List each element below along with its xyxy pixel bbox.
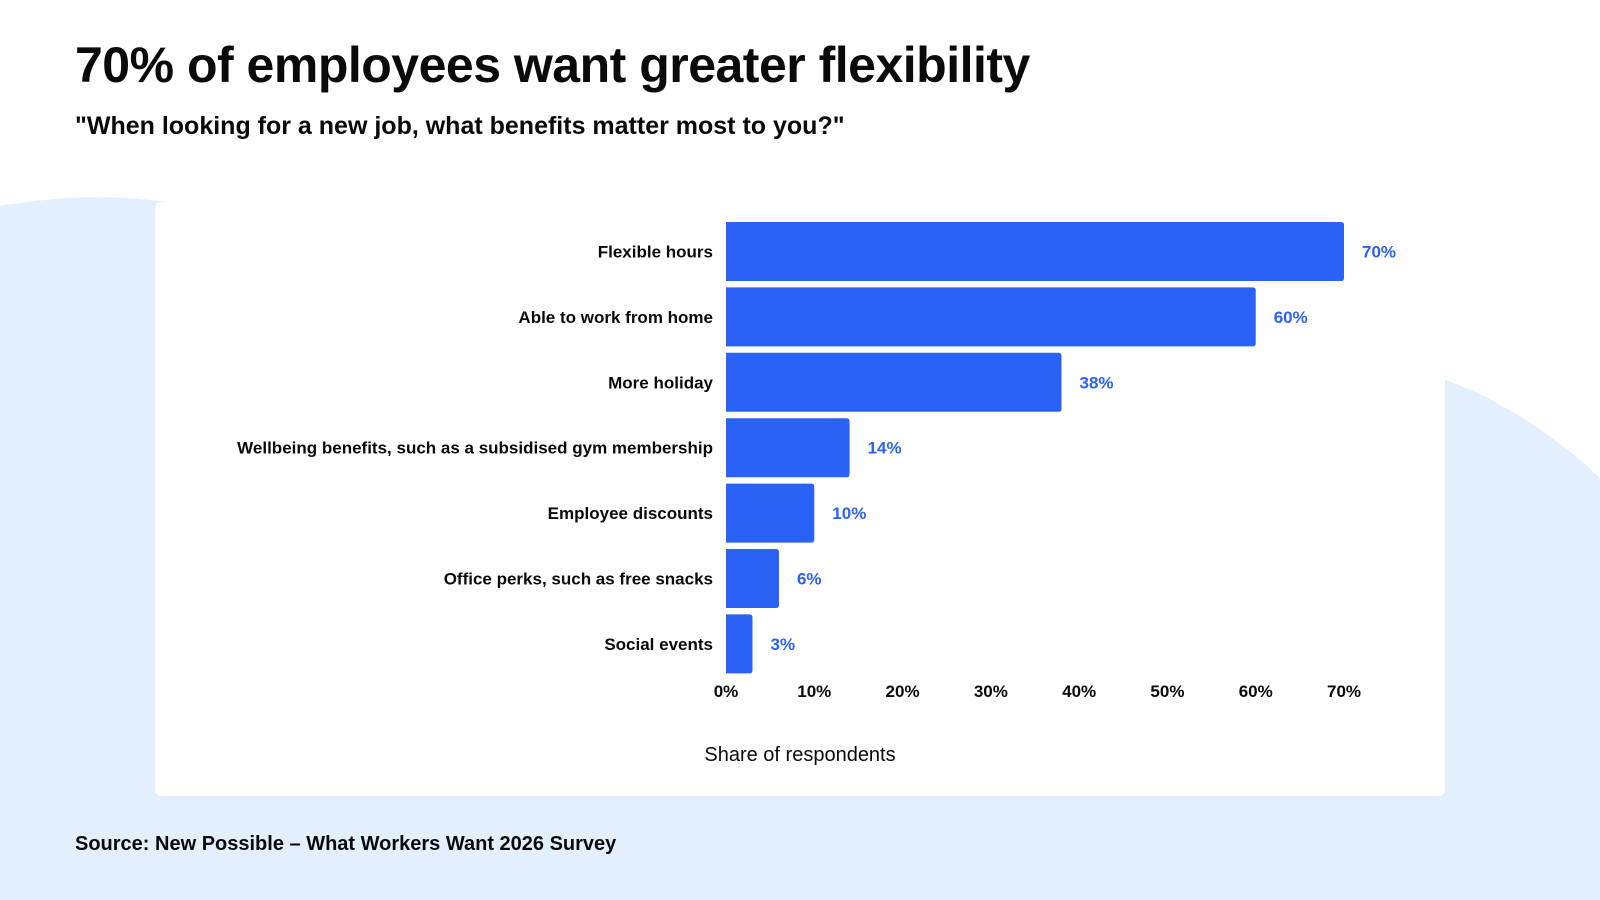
- category-label: Social events: [604, 635, 713, 654]
- source-note: Source: New Possible – What Workers Want…: [75, 833, 617, 855]
- category-label: Able to work from home: [518, 308, 713, 327]
- x-axis-label: Share of respondents: [704, 744, 895, 766]
- x-tick-label: 60%: [1239, 682, 1273, 701]
- x-tick-label: 20%: [886, 682, 920, 701]
- x-tick-label: 50%: [1150, 682, 1184, 701]
- category-label: Flexible hours: [598, 243, 713, 262]
- value-label: 38%: [1079, 373, 1113, 392]
- x-tick-label: 40%: [1062, 682, 1096, 701]
- chart-title: 70% of employees want greater flexibilit…: [75, 37, 1030, 93]
- category-label: Office perks, such as free snacks: [444, 570, 713, 589]
- bar: [726, 352, 1062, 412]
- value-label: 3%: [770, 635, 795, 654]
- x-tick-label: 70%: [1327, 682, 1361, 701]
- bar: [726, 483, 815, 543]
- bar: [726, 222, 1344, 281]
- value-label: 10%: [832, 504, 866, 523]
- bar: [726, 418, 850, 478]
- value-label: 14%: [868, 439, 902, 458]
- bar: [726, 549, 779, 608]
- value-label: 6%: [797, 570, 822, 589]
- bar: [726, 287, 1256, 347]
- value-label: 70%: [1362, 243, 1396, 262]
- chart-subtitle: "When looking for a new job, what benefi…: [75, 112, 845, 140]
- category-label: More holiday: [608, 373, 713, 392]
- value-label: 60%: [1274, 308, 1308, 327]
- x-tick-label: 0%: [714, 682, 739, 701]
- bar: [726, 614, 753, 674]
- category-label: Wellbeing benefits, such as a subsidised…: [237, 439, 713, 458]
- x-tick-label: 30%: [974, 682, 1008, 701]
- x-tick-label: 10%: [797, 682, 831, 701]
- category-label: Employee discounts: [548, 504, 713, 523]
